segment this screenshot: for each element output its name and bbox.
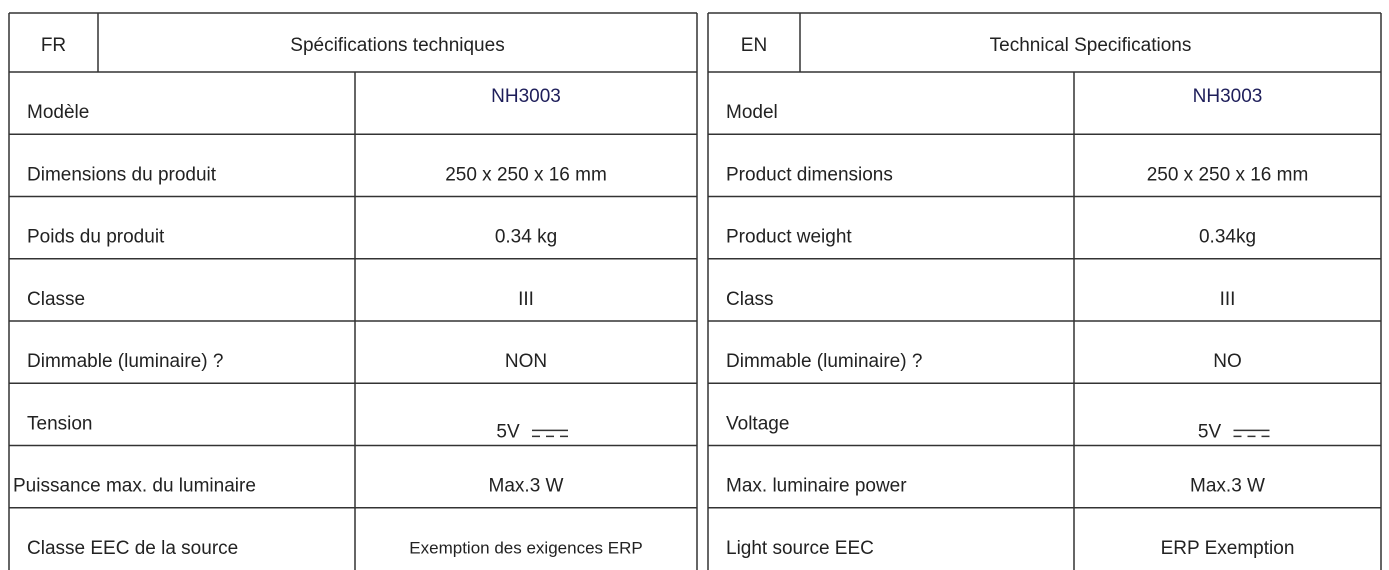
spec-value: NON	[505, 351, 547, 372]
spec-label: Dimmable (luminaire) ?	[726, 351, 922, 372]
spec-label: Dimensions du produit	[27, 164, 217, 185]
spec-label: Model	[726, 102, 778, 123]
spec-label: Classe EEC de la source	[27, 538, 238, 559]
spec-value: 5V	[496, 421, 520, 442]
spec-label: Poids du produit	[27, 227, 165, 248]
spec-label: Modèle	[27, 102, 89, 123]
spec-value: Max.3 W	[489, 476, 564, 497]
spec-value: NO	[1213, 351, 1242, 372]
spec-value: III	[518, 289, 534, 310]
lang-code: EN	[741, 35, 767, 56]
spec-value: Max.3 W	[1190, 476, 1265, 497]
spec-label: Dimmable (luminaire) ?	[27, 351, 223, 372]
spec-value: Exemption des exigences ERP	[409, 538, 642, 557]
spec-value: NH3003	[1193, 86, 1263, 107]
table-title: Spécifications techniques	[290, 35, 504, 56]
spec-label: Max. luminaire power	[726, 476, 907, 497]
spec-value: 0.34kg	[1199, 227, 1256, 248]
spec-label: Classe	[27, 289, 85, 310]
spec-label: Light source EEC	[726, 538, 874, 559]
spec-label: Tension	[27, 413, 93, 434]
table-title: Technical Specifications	[990, 35, 1192, 56]
spec-label: Puissance max. du luminaire	[13, 476, 256, 497]
spec-label: Product weight	[726, 227, 852, 248]
spec-value: 0.34 kg	[495, 227, 557, 248]
spec-value: NH3003	[491, 86, 561, 107]
spec-label: Product dimensions	[726, 164, 893, 185]
spec-value: III	[1220, 289, 1236, 310]
spec-label: Class	[726, 289, 774, 310]
spec-value: 250 x 250 x 16 mm	[445, 164, 607, 185]
spec-label: Voltage	[726, 413, 789, 434]
lang-code: FR	[41, 35, 66, 56]
spec-value: ERP Exemption	[1161, 538, 1295, 559]
spec-value: 5V	[1198, 421, 1222, 442]
spec-value: 250 x 250 x 16 mm	[1147, 164, 1309, 185]
